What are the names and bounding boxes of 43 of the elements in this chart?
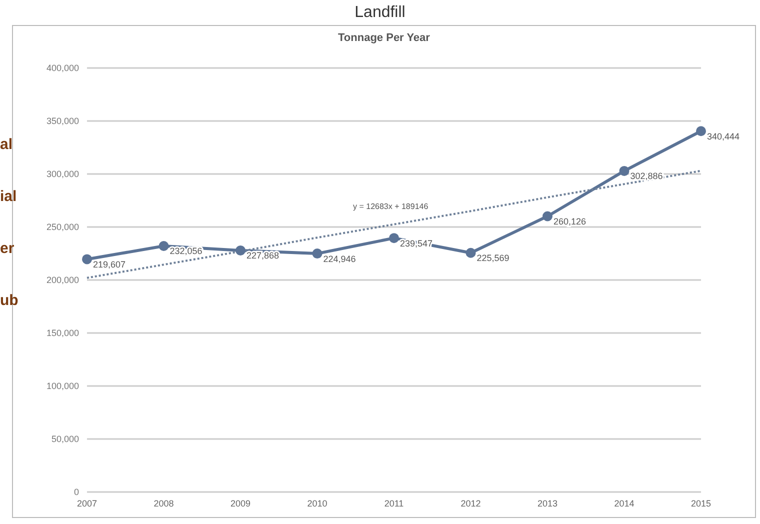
data-label: 340,444 [707, 131, 740, 142]
point [312, 248, 322, 259]
point [82, 254, 92, 264]
x-tick-label: 2011 [384, 498, 404, 508]
x-tick-label: 2014 [614, 498, 634, 508]
data-label: 219,607 [93, 259, 126, 270]
x-tick-label: 2012 [460, 498, 481, 508]
text: ub [0, 292, 18, 309]
x-tick-label: 2015 [690, 498, 712, 508]
point [696, 126, 706, 136]
text: ial [0, 188, 17, 205]
data-label: 260,126 [554, 216, 586, 226]
x-tick-label: 2013 [537, 498, 558, 508]
point [542, 211, 552, 222]
y-tick-label: 300,000 [46, 169, 79, 180]
y-tick-label: 250,000 [46, 222, 79, 232]
point [389, 233, 399, 244]
point [619, 166, 630, 176]
point [466, 248, 476, 258]
data-label: 232,056 [170, 246, 202, 256]
data-label: 224,946 [323, 254, 356, 264]
point [236, 245, 246, 256]
y-tick-label: 100,000 [46, 381, 79, 392]
data-label: 302,886 [630, 171, 663, 182]
y-tick-label: 150,000 [46, 328, 79, 338]
y-tick-label: 50,000 [51, 434, 79, 444]
point [158, 241, 169, 252]
y-tick-label: 200,000 [46, 275, 79, 286]
x-tick-label: 2010 [307, 498, 328, 508]
y-tick-label: 350,000 [46, 116, 79, 126]
chart-subtitle: Tonnage Per Year [337, 32, 431, 44]
data-label: 225,569 [476, 253, 510, 264]
line-series [86, 170, 702, 279]
x-tick-label: 2009 [230, 498, 251, 508]
data-label: 227,868 [246, 250, 280, 261]
text: er [0, 240, 14, 257]
y-tick-label: 400,000 [46, 63, 79, 74]
x-tick-label: 2007 [76, 498, 98, 508]
x-tick-label: 2008 [154, 498, 174, 508]
annotation: y = 12683x + 189146 [353, 202, 428, 211]
y-tick-label: 0 [74, 487, 79, 498]
chart-title: Landfill [354, 4, 406, 22]
text: al [0, 136, 13, 153]
